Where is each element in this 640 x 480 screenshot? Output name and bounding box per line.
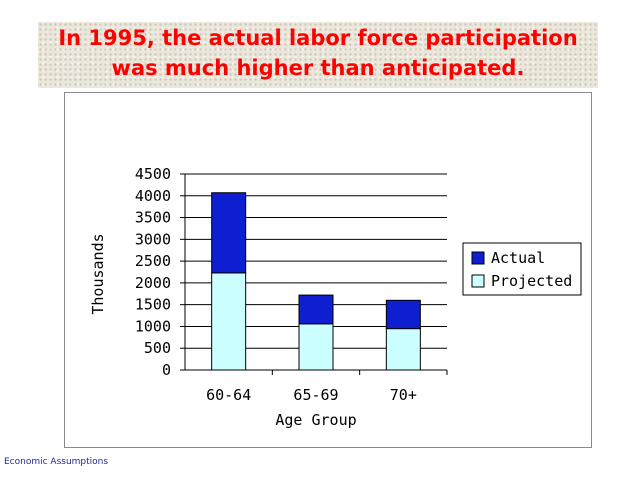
- title-line-2: was much higher than anticipated.: [111, 56, 525, 80]
- bar-actual-60-64: [211, 192, 247, 274]
- y-axis-title: Thousands: [89, 233, 107, 314]
- bar-projected-60-64: [211, 272, 247, 371]
- x-tick-label: 60-64: [206, 386, 251, 404]
- bar-actual-70+: [385, 299, 421, 330]
- x-tick-labels: 60-64 65-69 70+: [206, 386, 417, 404]
- title-line-1: In 1995, the actual labor force particip…: [58, 26, 578, 50]
- y-tick-label: 2500: [135, 252, 171, 270]
- y-tick-label: 4000: [135, 187, 171, 205]
- y-tick-label: 1500: [135, 296, 171, 314]
- legend-swatch-actual: [471, 251, 485, 265]
- y-tick-label: 3000: [135, 230, 171, 248]
- y-tick-labels: 0 500 1000 1500 2000 2500 3000 3500 4000 4500: [135, 165, 171, 379]
- x-axis-title: Age Group: [275, 411, 356, 429]
- legend-label-projected: Projected: [491, 272, 572, 290]
- legend-label-actual: Actual: [491, 249, 545, 267]
- footer-text: Economic Assumptions: [4, 457, 109, 467]
- x-tick-label: 65-69: [293, 386, 338, 404]
- x-tick-label: 70+: [390, 386, 417, 404]
- title-banner: In 1995, the actual labor force particip…: [38, 22, 598, 88]
- chart-frame: 0 500 1000 1500 2000 2500 3000 3500 4000 4500 60-…: [64, 92, 592, 448]
- y-tick-label: 1000: [135, 317, 171, 335]
- bar-projected-70+: [385, 328, 421, 371]
- axes: [180, 173, 448, 375]
- bar-actual-65-69: [298, 294, 334, 325]
- y-tick-label: 4500: [135, 165, 171, 183]
- y-tick-label: 0: [162, 361, 171, 379]
- bars: [211, 192, 421, 371]
- legend-swatch-projected: [471, 274, 485, 288]
- legend: Actual Projected: [462, 242, 582, 296]
- bar-projected-65-69: [298, 323, 334, 371]
- y-tick-label: 500: [144, 339, 171, 357]
- stacked-bar-chart: 0 500 1000 1500 2000 2500 3000 3500 4000 4500 60-…: [89, 165, 582, 429]
- y-tick-label: 3500: [135, 209, 171, 227]
- y-tick-label: 2000: [135, 274, 171, 292]
